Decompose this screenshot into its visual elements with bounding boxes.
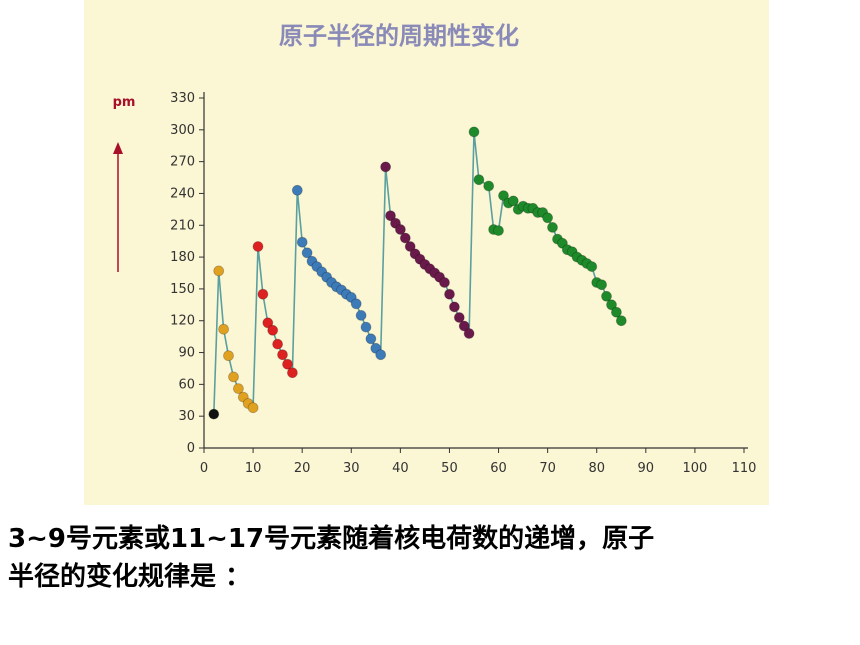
x-tick-label: 80	[588, 461, 605, 476]
series-markers	[208, 126, 627, 420]
data-point	[277, 349, 288, 361]
data-point	[213, 265, 225, 277]
data-point	[247, 402, 259, 414]
data-point	[615, 315, 627, 327]
data-point	[223, 350, 234, 362]
y-axis-arrow-head	[113, 142, 123, 154]
x-tick-label: 100	[682, 461, 707, 476]
data-point	[262, 317, 274, 329]
y-tick-label: 30	[178, 409, 195, 424]
x-tick-label: 10	[245, 461, 262, 476]
x-tick-label: 0	[200, 461, 208, 476]
data-point	[458, 320, 470, 332]
data-point	[439, 277, 450, 288]
data-point	[296, 236, 308, 248]
chart-panel: 原子半径的周期性变化 pm 0 30 60 90 120 150 180 210 240 270 3…	[84, 0, 769, 505]
y-tick-label: 210	[170, 218, 195, 233]
data-point	[380, 161, 392, 173]
data-point	[453, 312, 465, 323]
data-point	[272, 338, 284, 350]
data-point	[301, 247, 313, 259]
x-tick-label: 110	[732, 461, 757, 476]
series-lines	[213, 131, 622, 415]
data-point	[375, 349, 387, 361]
x-tick-label: 50	[441, 461, 458, 476]
data-point	[228, 371, 239, 383]
data-point	[360, 321, 372, 333]
data-point	[355, 309, 367, 321]
data-point	[208, 408, 220, 420]
data-point	[493, 225, 504, 237]
data-point	[448, 301, 460, 313]
y-tick-label: 270	[170, 155, 195, 170]
data-point	[507, 195, 519, 207]
radius-trend-line	[213, 131, 622, 415]
y-tick-label: 330	[170, 91, 195, 106]
atomic-radius-chart: 原子半径的周期性变化 pm 0 30 60 90 120 150 180 210 240 270 3…	[113, 22, 757, 476]
data-point	[463, 328, 475, 339]
y-tick-label: 180	[170, 250, 195, 265]
data-point	[498, 190, 509, 202]
y-axis-unit-label: pm	[113, 95, 136, 110]
data-point	[473, 174, 485, 186]
data-point	[399, 232, 411, 244]
data-point	[252, 241, 264, 252]
y-tick-label: 120	[170, 314, 195, 329]
data-point	[282, 358, 293, 370]
data-point	[542, 212, 554, 224]
data-point	[365, 333, 377, 345]
y-tick-label: 0	[187, 441, 195, 456]
data-point	[232, 383, 244, 395]
data-point	[291, 184, 303, 196]
data-point	[601, 290, 612, 302]
x-tick-label: 60	[490, 461, 507, 476]
data-point	[606, 299, 617, 311]
data-point	[394, 224, 406, 235]
y-tick-label: 60	[178, 377, 195, 392]
data-point	[218, 323, 230, 335]
data-point	[586, 261, 598, 273]
y-tick-label: 150	[170, 282, 195, 297]
data-point	[611, 306, 622, 318]
data-point	[257, 288, 269, 300]
data-point	[444, 288, 455, 300]
data-point	[468, 126, 480, 138]
x-tick-label: 30	[343, 461, 360, 476]
chart-title: 原子半径的周期性变化	[279, 22, 519, 50]
data-point	[404, 241, 416, 252]
x-tick-label: 90	[638, 461, 655, 476]
caption-line-1: 3~9号元素或11~17号元素随着核电荷数的递增，原子	[8, 524, 655, 554]
data-point	[267, 324, 279, 336]
data-point	[483, 180, 495, 192]
data-point	[596, 279, 607, 291]
x-tick-label: 20	[294, 461, 311, 476]
data-point	[286, 367, 298, 379]
axes-group: 0 30 60 90 120 150 180 210 240 270 300 330 0 10 20 30 40…	[170, 91, 756, 476]
caption-line-2: 半径的变化规律是 ：	[8, 562, 252, 592]
y-tick-label: 90	[178, 346, 195, 361]
question-caption: 3~9号元素或11~17号元素随着核电荷数的递增，原子 半径的变化规律是 ：	[8, 520, 848, 596]
data-point	[385, 210, 396, 222]
data-point	[547, 221, 558, 233]
x-tick-label: 40	[392, 461, 409, 476]
x-tick-label: 70	[539, 461, 556, 476]
y-tick-label: 240	[170, 186, 195, 201]
y-tick-label: 300	[170, 123, 195, 138]
data-point	[350, 298, 362, 310]
